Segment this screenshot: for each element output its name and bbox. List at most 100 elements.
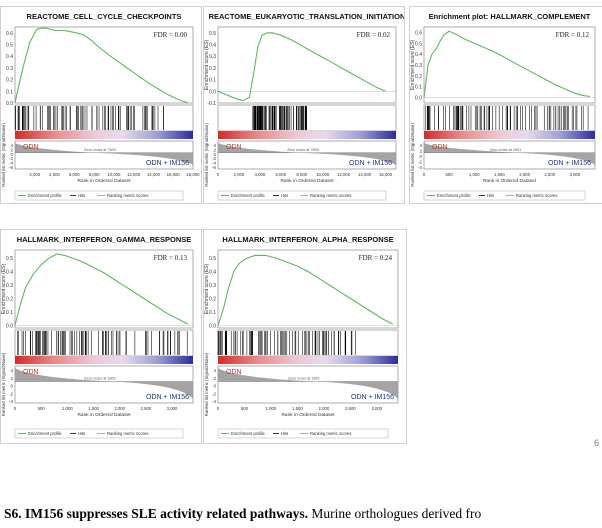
zero-cross-label: Zero cross at 1851 — [490, 148, 522, 152]
es-ytick-label: 0.0 — [415, 96, 422, 102]
metric-ytick-label: 2 — [10, 376, 13, 381]
metric-axis-label: Ranked list metric (Signal2Noise) — [204, 123, 209, 187]
es-ytick-label: 0.2 — [6, 78, 13, 84]
fdr-label: FDR = 0.12 — [556, 31, 590, 39]
xtick-label: 2,000 — [519, 172, 530, 177]
metric-ytick-label: 0 — [213, 384, 216, 389]
es-ytick-label: 0.0 — [6, 323, 13, 329]
metric-ytick-label: 4 — [419, 143, 422, 148]
es-plot-frame — [14, 249, 194, 329]
es-ytick-label: 0.5 — [415, 41, 422, 47]
ranking-color-bar — [218, 356, 398, 364]
metric-ytick-label: 4 — [10, 143, 13, 148]
es-ytick-label: 0.2 — [6, 296, 13, 302]
group-label-left: ODN — [226, 369, 242, 376]
legend-metric: Ranking metric scores — [310, 431, 351, 436]
metric-ytick-label: 4 — [10, 368, 13, 373]
zero-cross-label: Zero cross at 7800 — [84, 148, 116, 152]
ranking-metric-area — [424, 143, 595, 165]
es-ytick-label: 0.1 — [209, 78, 216, 84]
es-ytick-label: 0.0 — [209, 89, 216, 95]
group-label-left: ODN — [23, 369, 39, 376]
es-ytick-label: 0.4 — [6, 270, 13, 276]
zero-cross-label: Zero cross at 7800 — [287, 148, 319, 152]
metric-ytick-label: -4 — [9, 161, 13, 166]
metric-ytick-label: 2 — [10, 147, 13, 152]
es-ytick-label: 0.4 — [415, 52, 422, 58]
es-ytick-label: 0.6 — [415, 30, 422, 36]
legend-profile: Enrichment profile — [437, 193, 471, 198]
xtick-label: 1,500 — [292, 406, 303, 411]
ranking-color-bar — [15, 131, 193, 139]
metric-axis-label: Ranked list metric (Signal2Noise) — [1, 352, 6, 416]
xaxis-label: Rank in Ordered Dataset — [280, 178, 334, 184]
metric-ytick-label: -4 — [418, 165, 422, 170]
xtick-label: 2,000 — [234, 172, 245, 177]
group-label-right: ODN + IM156 — [548, 160, 591, 167]
gsea-plot: REACTOME_EUKARYOTIC_TRANSLATION_INITIATI… — [204, 12, 404, 201]
xtick-label: 1,000 — [266, 406, 277, 411]
es-ytick-label: 0.5 — [209, 31, 216, 37]
metric-axis-label: Ranked list metric (Signal2Noise) — [204, 352, 209, 416]
es-ytick-label: 0.3 — [415, 63, 422, 69]
metric-ytick-label: 2 — [213, 147, 216, 152]
xtick-label: 500 — [446, 172, 454, 177]
enrichment-curve — [14, 27, 189, 104]
es-ytick-label: 0.2 — [209, 296, 216, 302]
group-label-right: ODN + IM156 — [349, 160, 392, 167]
group-label-right: ODN + IM156 — [146, 160, 189, 167]
metric-ytick-label: -2 — [418, 160, 422, 165]
legend-hits: Hits — [78, 193, 85, 198]
ranking-color-bar — [15, 356, 193, 364]
es-ytick-label: 0.1 — [415, 85, 422, 91]
hits-frame — [217, 104, 397, 132]
metric-ytick-label: 0 — [419, 154, 422, 159]
fdr-label: FDR = 0.13 — [154, 254, 188, 262]
hits-frame — [217, 329, 399, 357]
xtick-label: 1,500 — [88, 406, 99, 411]
gsea-panel: REACTOME_CELL_CYCLE_CHECKPOINTS 0.6 0.5 0.4… — [0, 6, 202, 204]
es-ytick-label: 0.0 — [6, 101, 13, 107]
es-plot-frame — [217, 249, 399, 329]
ranking-color-bar — [218, 131, 396, 139]
xtick-label: 6,000 — [275, 172, 286, 177]
figure-caption: S6. IM156 suppresses SLE activity relate… — [4, 506, 602, 522]
enrichment-curve — [217, 254, 393, 326]
es-plot-frame — [217, 26, 397, 104]
xtick-label: 4,000 — [254, 172, 265, 177]
xtick-label: 3,000 — [167, 406, 178, 411]
xtick-label: 500 — [38, 406, 46, 411]
enrichment-curve — [423, 30, 591, 98]
xaxis-label: Rank in Ordered Dataset — [77, 178, 131, 184]
xtick-label: 2,000 — [29, 172, 40, 177]
es-axis-label: Enrichment score (ES) — [204, 40, 210, 91]
metric-ytick-label: 0 — [10, 384, 13, 389]
legend-metric: Ranking metric scores — [107, 431, 148, 436]
xtick-label: 10,000 — [107, 172, 121, 177]
xtick-label: 12,000 — [337, 172, 351, 177]
metric-ytick-label: -2 — [212, 156, 216, 161]
es-plot-frame — [423, 26, 596, 104]
xtick-label: 8,000 — [296, 172, 307, 177]
es-ytick-label: -0.1 — [207, 101, 216, 107]
metric-ytick-label: 2 — [213, 376, 216, 381]
es-ytick-label: 0.2 — [415, 74, 422, 80]
xtick-label: 3,000 — [569, 172, 580, 177]
xtick-label: 1,500 — [494, 172, 505, 177]
es-ytick-label: 0.0 — [209, 323, 216, 329]
legend-metric: Ranking metric scores — [516, 193, 557, 198]
xtick-label: 14,000 — [358, 172, 372, 177]
xtick-label: 2,000 — [318, 406, 329, 411]
xtick-label: 0 — [217, 172, 220, 177]
chart-title: HALLMARK_INTERFERON_ALPHA_RESPONSE — [222, 235, 393, 244]
metric-ytick-label: 4 — [213, 143, 216, 148]
gsea-plot: Enrichment plot: HALLMARK_COMPLEMENT 0.6 0… — [410, 12, 596, 201]
group-label-left: ODN — [432, 144, 448, 151]
xtick-label: 8,000 — [89, 172, 100, 177]
chart-title: REACTOME_CELL_CYCLE_CHECKPOINTS — [27, 12, 182, 21]
gsea-panel: Enrichment plot: HALLMARK_COMPLEMENT 0.6 0… — [409, 6, 602, 204]
legend-metric: Ranking metric scores — [310, 193, 351, 198]
caption-bold: S6. IM156 suppresses SLE activity relate… — [4, 506, 309, 521]
ranking-metric-area — [15, 143, 193, 165]
es-ytick-label: 0.4 — [6, 54, 13, 60]
